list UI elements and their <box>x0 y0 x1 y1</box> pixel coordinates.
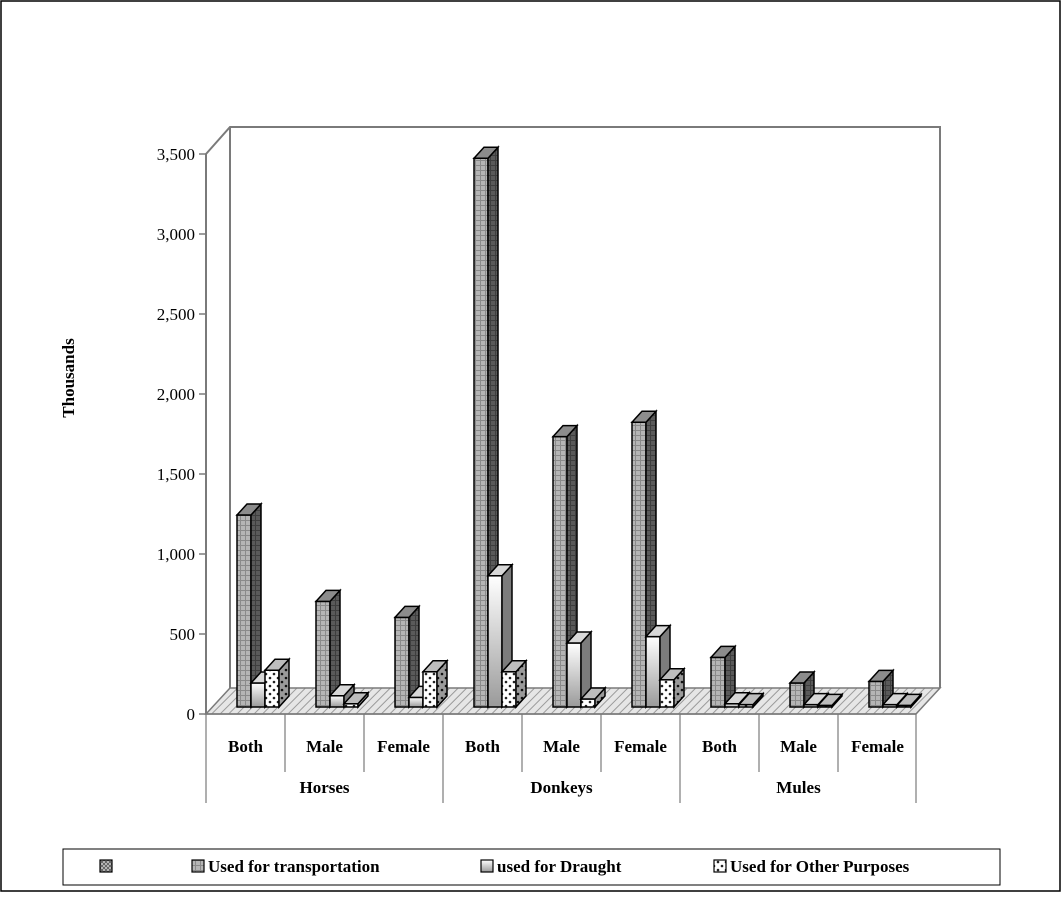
bar-top <box>895 693 923 707</box>
legend: Used for transportation used for Draught U… <box>62 848 1001 886</box>
legend-swatch-empty <box>99 859 113 873</box>
y-tick-label: 3,500 <box>157 145 195 164</box>
bar-top <box>802 692 830 706</box>
bar-top <box>235 503 263 516</box>
bar-transportation <box>235 502 263 709</box>
bar-other <box>579 686 607 709</box>
y-tick-label: 2,500 <box>157 305 195 324</box>
x-group-label: Horses <box>299 778 349 797</box>
bar-front <box>394 616 410 708</box>
bar-front <box>659 679 675 708</box>
bar-top <box>788 671 816 684</box>
y-axis: 0 500 1,000 1,500 2,000 2,500 3,000 3,500 <box>157 145 206 724</box>
legend-label: used for Draught <box>497 857 622 876</box>
bar-top <box>723 692 751 705</box>
bar-other <box>342 690 370 709</box>
y-tick-label: 500 <box>170 625 196 644</box>
bar-top <box>314 589 342 603</box>
bar-front <box>408 696 424 708</box>
x-category-label: Male <box>780 737 817 756</box>
x-category-label: Male <box>543 737 580 756</box>
bar-front <box>250 682 266 708</box>
legend-swatch-other <box>713 859 727 873</box>
bar-transportation <box>472 145 500 709</box>
bar-transportation <box>709 644 737 709</box>
y-tick-label: 0 <box>187 705 196 724</box>
x-category-label: Male <box>306 737 343 756</box>
back-wall-outline <box>205 126 941 688</box>
bar-front <box>501 671 517 708</box>
bar-front <box>566 642 582 708</box>
bar-front <box>789 682 805 708</box>
legend-label: Used for transportation <box>208 857 380 876</box>
legend-label: Used for Other Purposes <box>730 857 910 876</box>
bar-top <box>881 692 909 706</box>
bar-other <box>816 692 844 709</box>
bar-top <box>709 645 737 659</box>
bar-other <box>263 657 291 709</box>
y-tick-label: 1,500 <box>157 465 195 484</box>
bar-other <box>737 691 765 709</box>
bar-top <box>565 631 593 644</box>
bar-top <box>328 684 356 697</box>
x-category-label: Female <box>851 737 904 756</box>
x-group-label: Donkeys <box>530 778 593 797</box>
bar-front <box>487 575 503 708</box>
bar-draught <box>565 630 593 709</box>
bar-front <box>580 698 596 708</box>
bar-top <box>263 658 291 671</box>
bar-front <box>631 421 647 708</box>
bar-top <box>500 660 528 673</box>
bar-transportation <box>393 604 421 709</box>
bar-front <box>868 680 884 708</box>
y-axis-label: Thousands <box>59 338 78 418</box>
y-tick-label: 1,000 <box>157 545 195 564</box>
bar-top <box>658 668 686 681</box>
bar-front <box>645 635 661 708</box>
x-group-label: Mules <box>776 778 821 797</box>
bar-front <box>329 695 345 708</box>
bar-top <box>579 687 607 700</box>
bar-top <box>486 564 514 577</box>
bar-front <box>315 600 331 708</box>
bar-front <box>710 656 726 708</box>
x-category-label: Both <box>465 737 501 756</box>
x-category-label: Female <box>614 737 667 756</box>
bar-other <box>500 658 528 709</box>
bar-top <box>342 692 370 705</box>
bar-front <box>552 435 568 708</box>
x-category-label: Both <box>228 737 264 756</box>
bar-front <box>473 157 489 708</box>
bar-top <box>630 410 658 423</box>
bar-other <box>658 666 686 709</box>
y-tick-label: 2,000 <box>157 385 195 404</box>
legend-swatch-transportation <box>191 859 205 873</box>
bar-top <box>816 693 844 707</box>
bar-other <box>895 692 923 709</box>
x-category-label: Female <box>377 737 430 756</box>
legend-swatch-draught <box>480 859 494 873</box>
bar-top <box>472 146 500 159</box>
bars <box>235 145 923 709</box>
bar-top <box>644 624 672 638</box>
bar-top <box>867 669 895 683</box>
x-axis: Both Male Female Horses Both Male Female Donkey… <box>205 713 917 803</box>
x-category-label: Both <box>702 737 738 756</box>
bar-top <box>551 424 579 438</box>
legend-box <box>62 848 1001 886</box>
bar-top <box>393 605 421 619</box>
y-tick-label: 3,000 <box>157 225 195 244</box>
bar-top <box>737 692 765 706</box>
bar-front <box>422 671 438 708</box>
bar-other <box>421 658 449 709</box>
bar-front <box>264 669 280 708</box>
bar-top <box>421 660 449 673</box>
bar-front <box>236 514 252 708</box>
